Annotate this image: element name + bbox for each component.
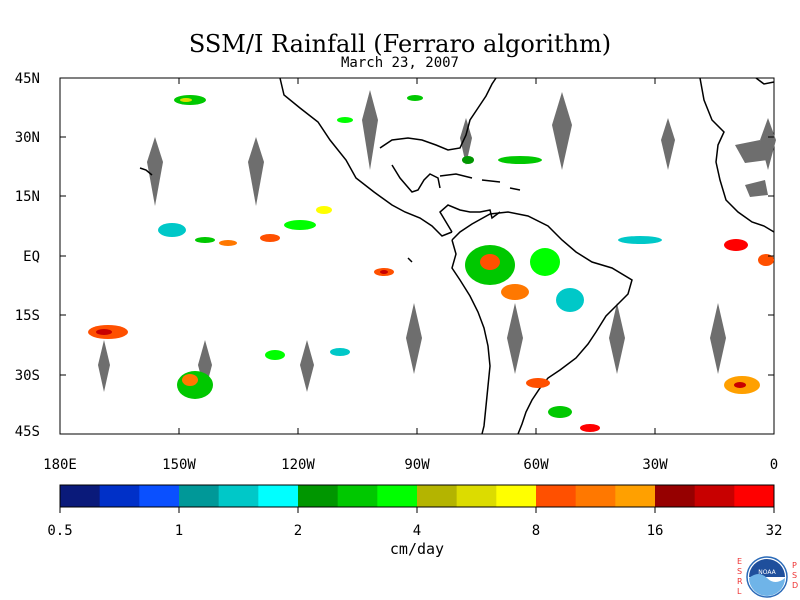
lat-label-45n: 45N [14, 71, 40, 87]
caribbean-islands [439, 173, 521, 191]
colorbar-tick-32: 32 [765, 523, 783, 539]
colorbar-cell [456, 485, 497, 507]
swath-gap [745, 180, 768, 197]
colorbar-cell [615, 485, 656, 507]
colorbar-cell [536, 485, 577, 507]
colorbar [59, 484, 775, 513]
lon-label-90w: 90W [404, 457, 430, 473]
colorbar-ticks [59, 507, 775, 513]
axis-ticks [60, 77, 774, 435]
hawaii [139, 167, 153, 176]
map-date: March 23, 2007 [340, 55, 459, 71]
colorbar-cells [60, 485, 775, 507]
rainfall-areas [88, 95, 774, 432]
colorbar-cell [218, 485, 259, 507]
greenland-tip [755, 77, 775, 85]
noaa-emblem: NOAA [746, 556, 788, 598]
colorbar-cell [258, 485, 299, 507]
lon-label-30w: 30W [642, 457, 668, 473]
colorbar-cell [99, 485, 140, 507]
rain-south-pacific [88, 325, 350, 399]
swath-gap [147, 137, 163, 206]
swath-gap [248, 137, 264, 206]
lon-label-180e: 180E [43, 457, 77, 473]
lat-label-15s: 15S [14, 308, 40, 324]
colorbar-cell [179, 485, 220, 507]
rain-amazon [465, 245, 584, 312]
colorbar-tick-0-5: 0.5 [47, 523, 73, 539]
logo-letter: P [792, 561, 797, 570]
lon-label-0: 0 [769, 457, 779, 473]
lon-label-60w: 60W [523, 457, 549, 473]
colorbar-cell [734, 485, 775, 507]
swath-gap [198, 340, 212, 392]
rain-central-pacific [158, 206, 332, 246]
logo-letter: R [737, 577, 743, 586]
swath-gap [552, 92, 572, 170]
swath-gap [300, 340, 314, 392]
colorbar-cell [575, 485, 616, 507]
logo-letter: S [792, 571, 798, 580]
lat-label-30n: 30N [14, 130, 40, 146]
swath-gap [609, 303, 625, 374]
map-frame [59, 77, 775, 435]
rain-atlantic-itcz [618, 236, 774, 266]
colorbar-cell [377, 485, 418, 507]
colorbar-cell [417, 485, 458, 507]
rain-caribbean [337, 95, 542, 164]
lon-label-150w: 150W [162, 457, 196, 473]
logo-letter: S [737, 567, 743, 576]
colorbar-cell [139, 485, 180, 507]
rain-north-pacific [174, 95, 206, 105]
lon-label-120w: 120W [281, 457, 315, 473]
coastlines [139, 77, 775, 435]
swath-gap [460, 118, 472, 165]
yucatan-coast [391, 164, 441, 193]
swath-gap [362, 90, 378, 170]
colorbar-cell [337, 485, 378, 507]
swath-gap [406, 303, 422, 374]
rain-itcz-east-pacific [374, 268, 394, 276]
map-title: SSM/I Rainfall (Ferraro algorithm) [188, 30, 612, 58]
swath-gap [661, 118, 675, 170]
swath-gap [710, 303, 726, 374]
rainfall-map [59, 77, 776, 435]
swath-gap [735, 140, 768, 163]
south-america-west-coast [451, 239, 491, 435]
lat-label-30s: 30S [14, 368, 40, 384]
colorbar-tick-8: 8 [531, 523, 541, 539]
colorbar-cell [655, 485, 696, 507]
swath-gap [98, 340, 110, 392]
colorbar-units: cm/day [389, 540, 445, 558]
north-america-coast [279, 77, 453, 237]
colorbar-tick-4: 4 [412, 523, 422, 539]
lat-label-eq: EQ [23, 249, 40, 265]
missing-swaths [98, 90, 776, 392]
west-africa-coast [699, 77, 775, 233]
colorbar-tick-16: 16 [646, 523, 664, 539]
esrl-psd-noaa-logo: E S R L NOAA P S D [735, 556, 799, 598]
logo-letter: L [737, 587, 742, 596]
south-america-coast [451, 211, 633, 435]
colorbar-cell [60, 485, 101, 507]
lat-label-45s: 45S [14, 424, 40, 440]
colorbar-cell [496, 485, 537, 507]
swath-gap [507, 303, 523, 374]
colorbar-tick-1: 1 [174, 523, 184, 539]
swath-gap [760, 118, 776, 170]
galapagos [407, 257, 413, 263]
logo-letter: E [737, 557, 743, 566]
colorbar-cell [298, 485, 339, 507]
noaa-badge-text: NOAA [758, 569, 776, 576]
rain-south-atlantic [526, 376, 760, 432]
lat-label-15n: 15N [14, 189, 40, 205]
colorbar-cell [694, 485, 735, 507]
logo-letter: D [792, 581, 799, 590]
colorbar-tick-2: 2 [293, 523, 303, 539]
